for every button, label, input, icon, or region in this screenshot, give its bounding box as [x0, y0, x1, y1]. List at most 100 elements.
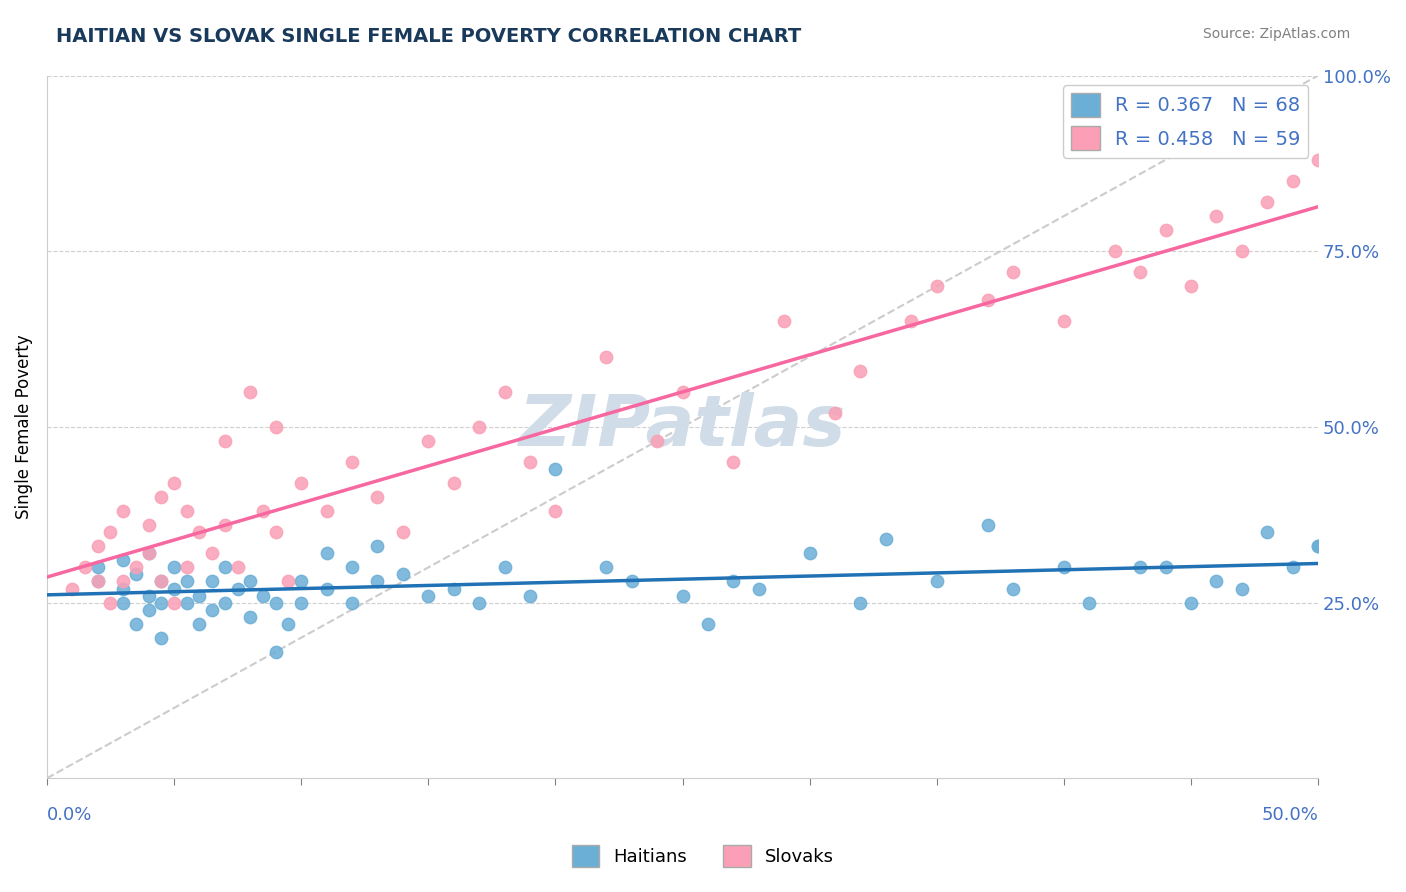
Point [150, 490, 173, 504]
Point [1256, 194, 1278, 209]
Point [315, 546, 337, 560]
Point [494, 560, 516, 574]
Point [315, 504, 337, 518]
Point [150, 631, 173, 645]
Y-axis label: Single Female Poverty: Single Female Poverty [15, 334, 32, 519]
Point [418, 589, 440, 603]
Point [1256, 525, 1278, 540]
Point [1230, 244, 1253, 259]
Point [824, 406, 846, 420]
Point [925, 574, 948, 589]
Point [214, 560, 236, 574]
Point [1308, 153, 1330, 167]
Point [799, 546, 821, 560]
Point [544, 504, 567, 518]
Point [1281, 560, 1303, 574]
Point [671, 384, 693, 399]
Point [1180, 596, 1202, 610]
Point [1129, 265, 1152, 279]
Point [163, 476, 186, 491]
Point [277, 574, 299, 589]
Point [239, 609, 262, 624]
Point [239, 574, 262, 589]
Point [100, 596, 122, 610]
Point [264, 596, 287, 610]
Point [392, 567, 415, 582]
Point [1281, 174, 1303, 188]
Point [1002, 582, 1025, 596]
Point [468, 420, 491, 434]
Point [188, 525, 211, 540]
Point [1053, 314, 1076, 328]
Point [100, 525, 122, 540]
Point [226, 560, 249, 574]
Text: Source: ZipAtlas.com: Source: ZipAtlas.com [1202, 27, 1350, 41]
Point [443, 476, 465, 491]
Point [595, 350, 617, 364]
Point [226, 582, 249, 596]
Point [697, 616, 720, 631]
Point [87, 560, 110, 574]
Point [366, 574, 388, 589]
Point [1180, 279, 1202, 293]
Point [138, 518, 160, 533]
Point [773, 314, 796, 328]
Point [125, 567, 148, 582]
Point [723, 574, 745, 589]
Point [494, 384, 516, 399]
Point [125, 616, 148, 631]
Point [748, 582, 770, 596]
Point [150, 596, 173, 610]
Point [290, 574, 312, 589]
Point [112, 574, 135, 589]
Point [392, 525, 415, 540]
Point [87, 574, 110, 589]
Point [214, 596, 236, 610]
Point [252, 504, 274, 518]
Point [87, 574, 110, 589]
Point [595, 560, 617, 574]
Point [138, 546, 160, 560]
Point [290, 596, 312, 610]
Point [87, 540, 110, 554]
Point [1129, 560, 1152, 574]
Point [176, 574, 198, 589]
Point [849, 596, 872, 610]
Point [723, 455, 745, 469]
Point [1308, 540, 1330, 554]
Point [875, 533, 897, 547]
Point [976, 293, 998, 308]
Legend: Haitians, Slovaks: Haitians, Slovaks [565, 838, 841, 874]
Point [188, 589, 211, 603]
Point [544, 462, 567, 476]
Point [112, 596, 135, 610]
Point [176, 504, 198, 518]
Point [138, 589, 160, 603]
Point [366, 540, 388, 554]
Point [519, 589, 541, 603]
Point [925, 279, 948, 293]
Point [264, 420, 287, 434]
Point [1205, 209, 1227, 223]
Point [315, 582, 337, 596]
Point [163, 582, 186, 596]
Point [366, 490, 388, 504]
Text: ZIPatlas: ZIPatlas [519, 392, 846, 461]
Point [201, 546, 224, 560]
Point [849, 364, 872, 378]
Point [125, 560, 148, 574]
Point [443, 582, 465, 596]
Point [519, 455, 541, 469]
Point [138, 602, 160, 616]
Point [900, 314, 922, 328]
Point [1104, 244, 1126, 259]
Point [264, 525, 287, 540]
Text: HAITIAN VS SLOVAK SINGLE FEMALE POVERTY CORRELATION CHART: HAITIAN VS SLOVAK SINGLE FEMALE POVERTY … [56, 27, 801, 45]
Point [340, 560, 363, 574]
Point [645, 434, 668, 448]
Point [340, 455, 363, 469]
Point [1053, 560, 1076, 574]
Point [340, 596, 363, 610]
Point [112, 553, 135, 567]
Point [214, 518, 236, 533]
